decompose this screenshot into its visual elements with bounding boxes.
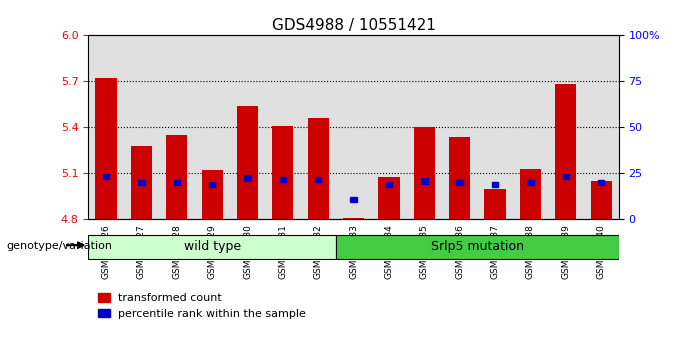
Bar	[88, 35, 124, 219]
Bar	[562, 174, 569, 179]
Bar	[103, 174, 109, 179]
Bar	[138, 180, 145, 185]
Text: Srlp5 mutation: Srlp5 mutation	[431, 240, 524, 253]
Bar	[244, 175, 251, 181]
Bar	[456, 180, 463, 185]
Bar	[513, 35, 548, 219]
Title: GDS4988 / 10551421: GDS4988 / 10551421	[272, 18, 435, 33]
Bar	[520, 169, 541, 219]
Bar	[386, 182, 392, 187]
Bar	[209, 182, 216, 187]
Bar	[598, 180, 605, 185]
Bar	[95, 78, 117, 219]
Bar	[201, 170, 223, 219]
Bar	[159, 35, 194, 219]
Bar	[173, 180, 180, 185]
Bar	[336, 35, 371, 219]
Bar	[230, 35, 265, 219]
Bar	[492, 182, 498, 187]
Legend: transformed count, percentile rank within the sample: transformed count, percentile rank withi…	[94, 289, 311, 324]
Bar	[590, 181, 612, 219]
Bar	[484, 189, 506, 219]
Bar	[336, 235, 619, 259]
Bar	[124, 35, 159, 219]
Bar	[265, 35, 301, 219]
Bar	[301, 35, 336, 219]
Bar	[371, 35, 407, 219]
Text: genotype/variation: genotype/variation	[7, 241, 113, 251]
Bar	[477, 35, 513, 219]
Bar	[548, 35, 583, 219]
Bar	[442, 35, 477, 219]
Bar	[279, 177, 286, 182]
Bar	[421, 178, 428, 184]
Bar	[131, 146, 152, 219]
Bar	[315, 177, 322, 182]
Text: wild type: wild type	[184, 240, 241, 253]
Bar	[88, 235, 336, 259]
Bar	[407, 35, 442, 219]
Bar	[555, 85, 577, 219]
Bar	[237, 106, 258, 219]
Bar	[194, 35, 230, 219]
Bar	[166, 135, 188, 219]
Bar	[272, 126, 294, 219]
Bar	[449, 137, 471, 219]
Bar	[307, 118, 329, 219]
Bar	[527, 180, 534, 185]
Bar	[378, 177, 400, 219]
Bar	[343, 218, 364, 219]
Bar	[583, 35, 619, 219]
Bar	[413, 127, 435, 219]
Bar	[350, 197, 357, 202]
